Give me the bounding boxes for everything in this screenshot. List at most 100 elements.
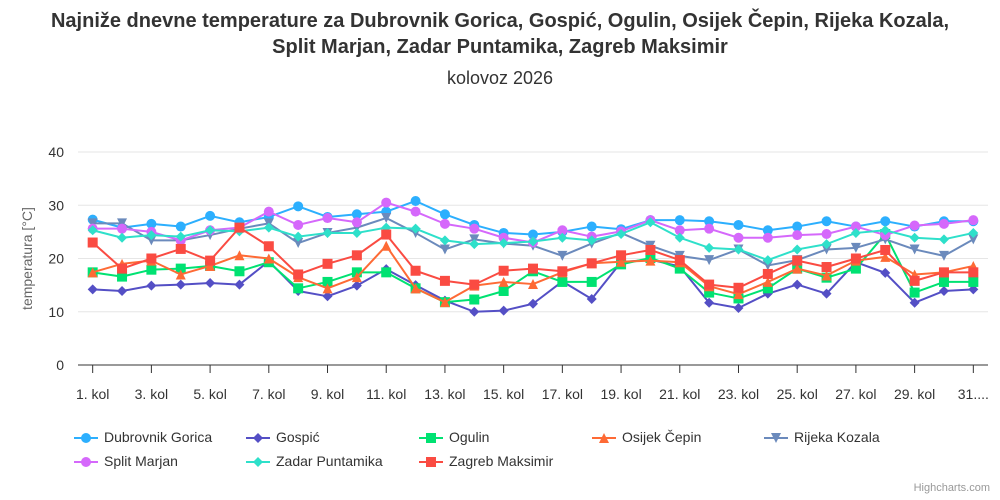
data-point-dubrovnik-gorica[interactable] [175, 221, 186, 232]
data-point-ogulin[interactable] [557, 276, 568, 287]
data-point-split-marjan[interactable] [322, 213, 333, 224]
data-point-gospic[interactable] [821, 288, 832, 299]
data-point-zagreb-maksimir[interactable] [792, 255, 803, 266]
data-point-osijek-cepin[interactable] [87, 267, 98, 278]
data-point-ogulin[interactable] [938, 276, 949, 287]
data-point-gospic[interactable] [322, 291, 333, 302]
data-point-zagreb-maksimir[interactable] [322, 258, 333, 269]
data-point-ogulin[interactable] [234, 266, 245, 277]
data-point-rijeka-kozala[interactable] [557, 250, 568, 261]
data-point-split-marjan[interactable] [263, 206, 274, 217]
data-point-split-marjan[interactable] [792, 230, 803, 241]
data-point-zagreb-maksimir[interactable] [263, 241, 274, 252]
data-point-zadar-puntamika[interactable] [645, 217, 656, 228]
data-point-zagreb-maksimir[interactable] [704, 279, 715, 290]
data-point-gospic[interactable] [733, 303, 744, 314]
data-point-zadar-puntamika[interactable] [469, 239, 480, 250]
data-point-gospic[interactable] [469, 306, 480, 317]
data-point-zagreb-maksimir[interactable] [528, 263, 538, 274]
legend-marker[interactable] [81, 433, 91, 443]
data-point-ogulin[interactable] [704, 287, 715, 298]
data-point-zagreb-maksimir[interactable] [410, 265, 421, 276]
data-point-ogulin[interactable] [586, 276, 597, 287]
data-point-rijeka-kozala[interactable] [146, 235, 157, 246]
data-point-zagreb-maksimir[interactable] [498, 265, 509, 276]
data-point-zadar-puntamika[interactable] [175, 231, 186, 242]
data-point-dubrovnik-gorica[interactable] [528, 229, 538, 240]
data-point-zadar-puntamika[interactable] [616, 229, 627, 240]
data-point-zadar-puntamika[interactable] [87, 225, 98, 236]
data-point-gospic[interactable] [792, 279, 803, 290]
data-point-osijek-cepin[interactable] [762, 276, 773, 287]
data-point-zagreb-maksimir[interactable] [117, 263, 128, 274]
data-point-dubrovnik-gorica[interactable] [762, 225, 773, 236]
data-point-ogulin[interactable] [498, 285, 509, 296]
data-point-zagreb-maksimir[interactable] [762, 268, 773, 279]
data-point-osijek-cepin[interactable] [410, 283, 421, 294]
data-point-zagreb-maksimir[interactable] [293, 269, 304, 280]
data-point-dubrovnik-gorica[interactable] [205, 210, 216, 221]
data-point-zadar-puntamika[interactable] [850, 227, 861, 238]
data-point-gospic[interactable] [146, 280, 157, 291]
data-point-ogulin[interactable] [909, 287, 920, 298]
data-point-ogulin[interactable] [293, 283, 304, 294]
data-point-zadar-puntamika[interactable] [439, 235, 450, 246]
data-point-split-marjan[interactable] [909, 220, 920, 231]
data-point-zagreb-maksimir[interactable] [850, 253, 861, 264]
data-point-split-marjan[interactable] [351, 217, 362, 228]
data-point-gospic[interactable] [175, 279, 186, 290]
data-point-zagreb-maksimir[interactable] [87, 237, 98, 248]
data-point-zadar-puntamika[interactable] [733, 244, 744, 255]
data-point-dubrovnik-gorica[interactable] [792, 221, 803, 232]
data-point-zagreb-maksimir[interactable] [909, 275, 920, 286]
data-point-osijek-cepin[interactable] [528, 279, 538, 290]
data-point-gospic[interactable] [528, 298, 538, 309]
data-point-ogulin[interactable] [146, 264, 157, 275]
data-point-zagreb-maksimir[interactable] [968, 267, 979, 278]
data-point-zadar-puntamika[interactable] [909, 232, 920, 243]
data-point-zagreb-maksimir[interactable] [205, 255, 216, 266]
data-point-dubrovnik-gorica[interactable] [733, 219, 744, 230]
data-point-ogulin[interactable] [381, 267, 392, 278]
data-point-osijek-cepin[interactable] [351, 272, 362, 283]
data-point-zadar-puntamika[interactable] [880, 225, 891, 236]
legend-marker[interactable] [599, 433, 609, 443]
data-point-osijek-cepin[interactable] [498, 276, 509, 287]
legend-marker[interactable] [771, 433, 781, 443]
data-point-zagreb-maksimir[interactable] [439, 275, 450, 286]
data-point-zadar-puntamika[interactable] [762, 255, 773, 266]
data-point-rijeka-kozala[interactable] [909, 244, 920, 255]
data-point-zadar-puntamika[interactable] [528, 236, 538, 247]
data-point-rijeka-kozala[interactable] [439, 244, 450, 255]
data-point-zagreb-maksimir[interactable] [381, 229, 392, 240]
data-point-split-marjan[interactable] [381, 197, 392, 208]
data-point-rijeka-kozala[interactable] [381, 213, 392, 224]
data-point-dubrovnik-gorica[interactable] [439, 209, 450, 220]
data-point-zadar-puntamika[interactable] [498, 238, 509, 249]
data-point-split-marjan[interactable] [762, 232, 773, 243]
credits-link[interactable]: Highcharts.com [913, 482, 990, 494]
data-point-osijek-cepin[interactable] [234, 250, 245, 261]
data-point-zadar-puntamika[interactable] [674, 232, 685, 243]
data-point-split-marjan[interactable] [293, 219, 304, 230]
data-point-osijek-cepin[interactable] [263, 253, 274, 264]
data-point-gospic[interactable] [117, 285, 128, 296]
data-point-gospic[interactable] [205, 277, 216, 288]
legend-marker[interactable] [253, 433, 263, 443]
data-point-zadar-puntamika[interactable] [146, 230, 157, 241]
data-point-ogulin[interactable] [175, 263, 186, 274]
data-point-osijek-cepin[interactable] [733, 289, 744, 300]
legend-marker[interactable] [426, 433, 436, 443]
data-point-gospic[interactable] [880, 267, 891, 278]
data-point-ogulin[interactable] [968, 276, 979, 287]
data-point-dubrovnik-gorica[interactable] [410, 195, 421, 206]
data-point-zagreb-maksimir[interactable] [616, 250, 627, 261]
data-point-zadar-puntamika[interactable] [586, 235, 597, 246]
data-point-rijeka-kozala[interactable] [704, 255, 715, 266]
data-point-zagreb-maksimir[interactable] [175, 243, 186, 254]
data-point-split-marjan[interactable] [850, 221, 861, 232]
data-point-ogulin[interactable] [117, 271, 128, 282]
data-point-split-marjan[interactable] [439, 218, 450, 229]
data-point-zadar-puntamika[interactable] [263, 222, 274, 233]
data-point-zagreb-maksimir[interactable] [234, 222, 245, 233]
